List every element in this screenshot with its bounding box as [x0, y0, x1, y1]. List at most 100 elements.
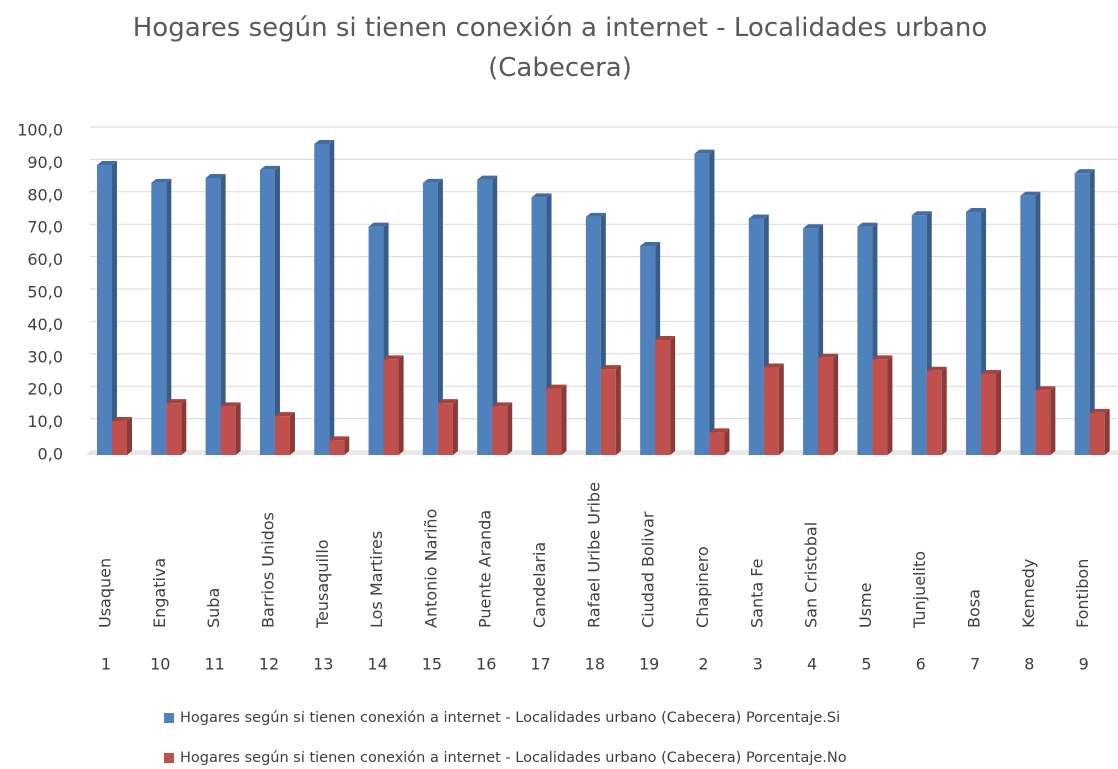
bar-top — [97, 161, 117, 166]
bar-face — [112, 420, 127, 455]
bar-face — [857, 226, 873, 455]
x-tick-label: Santa Fe — [747, 559, 766, 628]
bar-top — [857, 222, 878, 227]
y-tick-label: 70,0 — [27, 218, 63, 237]
bar-face — [981, 374, 997, 455]
x-tick-label: Los Martires — [367, 531, 386, 628]
x-group-label: 6 — [916, 655, 926, 674]
bar-top — [655, 335, 676, 340]
bar-side — [437, 178, 443, 455]
bar-face — [329, 440, 345, 455]
y-tick-label: 0,0 — [38, 445, 63, 464]
chart-title: Hogares según si tienen conexión a inter… — [132, 13, 988, 83]
bar-face — [911, 215, 927, 455]
x-group-label: 11 — [204, 655, 224, 674]
bar-face — [872, 359, 888, 455]
bar — [329, 436, 350, 455]
x-group-label: 19 — [639, 655, 659, 674]
bar-top — [763, 363, 784, 368]
bar-face — [655, 339, 671, 455]
x-tick-label: Fontibon — [1073, 559, 1092, 628]
bar-face — [422, 182, 438, 455]
x-tick-label: Rafael Uribe Uribe — [584, 482, 603, 628]
bar — [477, 175, 498, 455]
x-tick-label: San Cristobal — [802, 522, 821, 628]
bar — [151, 178, 172, 455]
bar — [763, 363, 784, 455]
bar-face — [368, 226, 384, 455]
bar-face — [546, 388, 562, 455]
bar-side — [492, 175, 498, 455]
y-tick-label: 100,0 — [17, 121, 63, 140]
bar — [1074, 169, 1095, 455]
bar-top — [1020, 191, 1041, 196]
x-group-label: 8 — [1024, 655, 1034, 674]
bar-top — [585, 212, 606, 217]
bar-face — [97, 165, 112, 455]
bar-side — [561, 384, 567, 455]
bar-side — [724, 428, 730, 455]
y-tick-label: 30,0 — [27, 347, 63, 366]
bar — [437, 399, 458, 455]
x-tick-label: Teusaquillo — [313, 539, 332, 629]
y-tick-label: 50,0 — [27, 283, 63, 302]
bar-top — [151, 178, 172, 183]
bar-side — [1089, 169, 1095, 455]
bar — [97, 161, 117, 455]
bar-face — [803, 228, 819, 455]
bar-top — [911, 211, 932, 216]
bar-face — [600, 369, 616, 455]
legend-swatch — [164, 753, 174, 763]
legend-swatch — [164, 713, 174, 723]
y-tick-label: 40,0 — [27, 315, 63, 334]
bar-top — [818, 353, 839, 358]
x-group-label: 4 — [807, 655, 817, 674]
bar-top — [803, 224, 824, 229]
bar — [872, 355, 893, 455]
bar-face — [1020, 195, 1036, 456]
bar — [166, 399, 187, 455]
bar-top — [1089, 408, 1110, 413]
bar-side — [778, 363, 784, 455]
bar-side — [181, 399, 187, 455]
x-group-label: 15 — [422, 655, 442, 674]
x-group-label: 9 — [1079, 655, 1089, 674]
bar-side — [507, 402, 513, 455]
x-group-label: 10 — [150, 655, 170, 674]
bar-side — [941, 366, 947, 455]
bar-face — [585, 216, 601, 455]
bar-side — [329, 139, 335, 455]
bar-face — [383, 359, 399, 455]
x-tick-label: Chapinero — [693, 546, 712, 628]
bar-side — [166, 178, 172, 455]
bar — [383, 355, 404, 455]
bar-top — [966, 208, 987, 212]
bar-side — [1050, 386, 1056, 455]
bar — [112, 416, 132, 455]
bar-side — [670, 335, 676, 455]
bar-face — [709, 432, 725, 455]
bar-top — [274, 412, 295, 417]
bar-top — [872, 355, 893, 360]
bar-face — [437, 403, 453, 455]
bar — [1035, 386, 1056, 455]
bar-face — [166, 403, 182, 455]
y-tick-label: 80,0 — [27, 185, 63, 204]
x-group-label: 7 — [970, 655, 980, 674]
y-tick-label: 90,0 — [27, 153, 63, 172]
bar-top — [329, 436, 350, 441]
bar-side — [127, 416, 132, 455]
bar — [655, 335, 676, 455]
bar-top — [368, 222, 389, 227]
bar-face — [1074, 173, 1090, 455]
x-group-label: 1 — [101, 655, 111, 674]
legend-label: Hogares según si tienen conexión a inter… — [180, 710, 840, 726]
bar-side — [112, 161, 117, 455]
y-tick-label: 60,0 — [27, 250, 63, 269]
bar — [818, 353, 839, 455]
bar — [220, 402, 241, 455]
bar-top — [477, 175, 498, 180]
bar-top — [694, 149, 715, 154]
x-group-label: 2 — [698, 655, 708, 674]
bar-face — [694, 153, 710, 455]
